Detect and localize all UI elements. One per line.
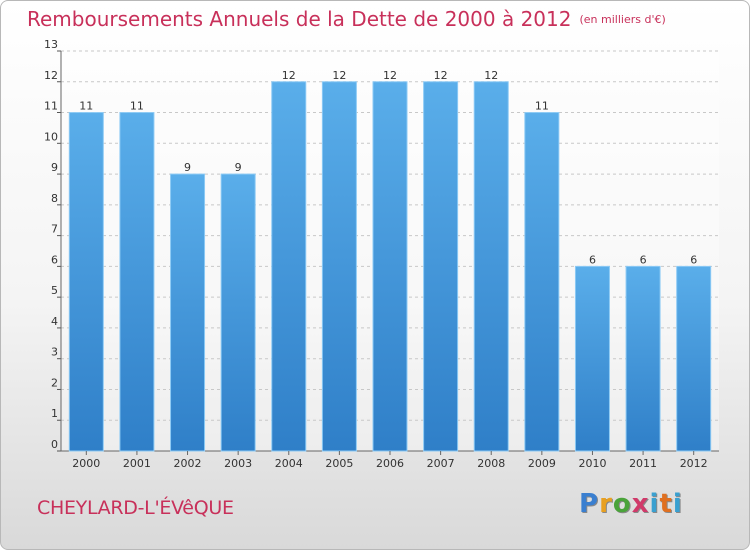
x-tick-label: 2006 bbox=[376, 457, 404, 470]
bar-value-label: 11 bbox=[130, 100, 144, 113]
chart-title: Remboursements Annuels de la Dette de 20… bbox=[27, 7, 666, 31]
y-tick-label: 13 bbox=[44, 38, 58, 51]
x-tick-label: 2002 bbox=[174, 457, 202, 470]
bar bbox=[170, 173, 206, 452]
bar bbox=[524, 112, 560, 452]
bar-value-label: 9 bbox=[184, 161, 191, 174]
y-tick-label: 1 bbox=[51, 407, 58, 420]
bar bbox=[676, 265, 712, 452]
y-tick-label: 7 bbox=[51, 223, 58, 236]
bar bbox=[321, 81, 357, 452]
y-tick-label: 2 bbox=[51, 376, 58, 389]
chart-title-text: Remboursements Annuels de la Dette de 20… bbox=[27, 7, 572, 31]
bar-value-label: 12 bbox=[383, 69, 397, 82]
bar bbox=[271, 81, 307, 452]
y-tick-label: 4 bbox=[51, 315, 58, 328]
bar-value-label: 6 bbox=[690, 253, 697, 266]
bar-value-label: 12 bbox=[434, 69, 448, 82]
x-tick-label: 2012 bbox=[680, 457, 708, 470]
x-tick-label: 2007 bbox=[427, 457, 455, 470]
bar bbox=[625, 265, 661, 452]
bar bbox=[423, 81, 459, 452]
logo-letter: r bbox=[599, 489, 613, 519]
bar-value-label: 12 bbox=[332, 69, 346, 82]
x-tick-label: 2000 bbox=[72, 457, 100, 470]
commune-name: CHEYLARD-L'ÉVêQUE bbox=[37, 497, 234, 519]
x-tick-label: 2004 bbox=[275, 457, 303, 470]
bar-value-label: 6 bbox=[589, 253, 596, 266]
bar-value-label: 6 bbox=[640, 253, 647, 266]
y-tick-label: 12 bbox=[44, 69, 58, 82]
x-tick-label: 2008 bbox=[477, 457, 505, 470]
logo-letter: t bbox=[659, 489, 673, 519]
logo-letter: P bbox=[579, 489, 600, 519]
y-tick-label: 0 bbox=[51, 438, 58, 451]
bar bbox=[574, 265, 610, 452]
bar bbox=[372, 81, 408, 452]
bar-value-label: 12 bbox=[484, 69, 498, 82]
x-tick-label: 2009 bbox=[528, 457, 556, 470]
y-tick-label: 11 bbox=[44, 100, 58, 113]
chart-unit: (en milliers d'€) bbox=[579, 13, 666, 26]
bar bbox=[220, 173, 256, 452]
bar bbox=[473, 81, 509, 452]
logo-letter: o bbox=[612, 489, 632, 519]
y-tick-label: 5 bbox=[51, 284, 58, 297]
y-tick-label: 6 bbox=[51, 253, 58, 266]
bar bbox=[119, 112, 155, 452]
x-tick-label: 2010 bbox=[578, 457, 606, 470]
logo-letter: i bbox=[649, 489, 660, 519]
bar-value-label: 11 bbox=[535, 100, 549, 113]
bar bbox=[68, 112, 104, 452]
x-tick-label: 2003 bbox=[224, 457, 252, 470]
y-tick-label: 3 bbox=[51, 346, 58, 359]
logo-letter: x bbox=[631, 489, 650, 519]
y-tick-label: 10 bbox=[44, 130, 58, 143]
proxiti-logo: Proxiti bbox=[579, 489, 683, 519]
bar-value-label: 9 bbox=[235, 161, 242, 174]
bar-value-label: 11 bbox=[79, 100, 93, 113]
y-tick-label: 8 bbox=[51, 192, 58, 205]
y-tick-label: 9 bbox=[51, 161, 58, 174]
logo-letter: i bbox=[672, 489, 683, 519]
x-tick-label: 2001 bbox=[123, 457, 151, 470]
x-tick-label: 2005 bbox=[325, 457, 353, 470]
bar-value-label: 12 bbox=[282, 69, 296, 82]
x-tick-label: 2011 bbox=[629, 457, 657, 470]
